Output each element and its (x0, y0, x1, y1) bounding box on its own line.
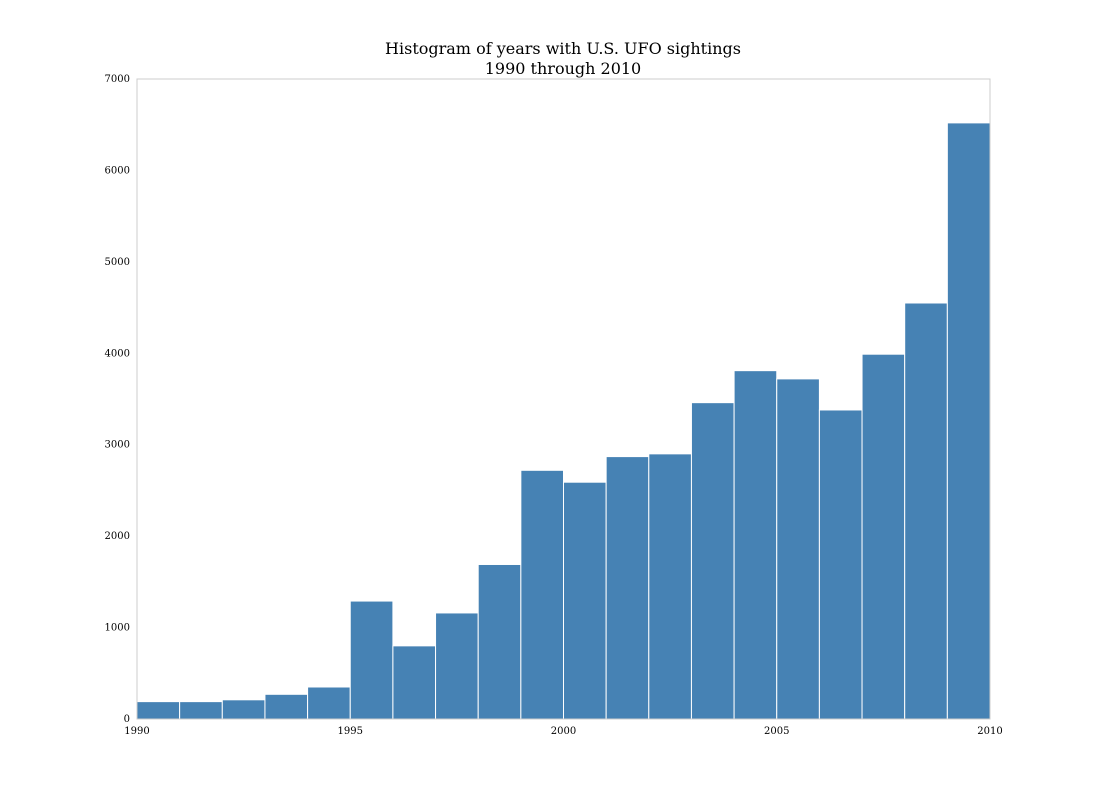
y-tick-label-3000: 3000 (105, 440, 130, 451)
histogram-bar-2002 (648, 453, 692, 720)
histogram-bar-1994 (307, 686, 351, 720)
y-tick-label-7000: 7000 (105, 74, 130, 85)
y-tick-label-0: 0 (124, 714, 130, 725)
histogram-bar-1997 (435, 612, 479, 720)
x-tick-label-2005: 2005 (764, 726, 789, 737)
histogram-bar-1993 (264, 693, 309, 720)
histogram-bar-1991 (179, 701, 223, 720)
x-tick-label-1995: 1995 (338, 726, 363, 737)
y-tick-label-2000: 2000 (105, 531, 130, 542)
histogram-bar-1999 (520, 469, 564, 720)
histogram-bar-2003 (690, 402, 735, 720)
y-tick-label-5000: 5000 (105, 257, 130, 268)
histogram-bar-1995 (349, 600, 394, 720)
histogram-bar-1990 (136, 701, 181, 720)
plot-frame (136, 78, 991, 720)
chart-title: Histogram of years with U.S. UFO sightin… (385, 39, 741, 58)
x-axis-ticks: 1990 1995 2000 2005 2010 (124, 726, 1002, 737)
x-tick-label-1990: 1990 (124, 726, 149, 737)
chart-subtitle: 1990 through 2010 (485, 59, 641, 78)
histogram-bar-1992 (221, 699, 266, 720)
x-tick-label-2000: 2000 (551, 726, 576, 737)
histogram-bar-2000 (563, 481, 607, 720)
y-tick-label-4000: 4000 (105, 348, 130, 359)
histogram-bar-2007 (861, 353, 906, 720)
histogram-bar-1998 (477, 563, 522, 720)
bars-group (136, 122, 991, 720)
histogram-bar-2006 (818, 409, 863, 720)
y-axis-ticks: 0 1000 2000 3000 4000 5000 6000 7000 (105, 74, 130, 725)
y-tick-label-6000: 6000 (105, 165, 130, 176)
histogram-bar-2001 (605, 456, 650, 720)
histogram-bar-1996 (392, 645, 437, 720)
histogram-bar-2004 (733, 370, 778, 720)
histogram-bar-2008 (904, 302, 948, 720)
y-tick-label-1000: 1000 (105, 623, 130, 634)
histogram-bar-2009 (946, 122, 991, 720)
x-tick-label-2010: 2010 (977, 726, 1002, 737)
histogram-bar-2005 (776, 378, 820, 720)
